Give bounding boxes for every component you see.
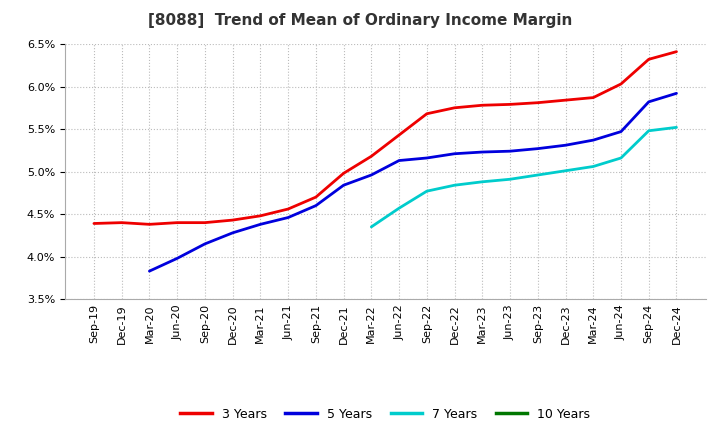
7 Years	[505, 176, 514, 182]
3 Years	[589, 95, 598, 100]
5 Years	[616, 129, 625, 134]
5 Years	[256, 222, 265, 227]
3 Years	[173, 220, 181, 225]
3 Years	[505, 102, 514, 107]
7 Years	[616, 155, 625, 161]
7 Years	[672, 125, 681, 130]
3 Years	[644, 57, 653, 62]
Line: 5 Years: 5 Years	[150, 93, 677, 271]
Line: 3 Years: 3 Years	[94, 51, 677, 224]
3 Years	[339, 171, 348, 176]
7 Years	[423, 188, 431, 194]
7 Years	[589, 164, 598, 169]
Line: 7 Years: 7 Years	[372, 127, 677, 227]
7 Years	[561, 168, 570, 173]
3 Years	[228, 217, 237, 223]
3 Years	[89, 221, 98, 226]
3 Years	[478, 103, 487, 108]
5 Years	[589, 137, 598, 143]
5 Years	[505, 149, 514, 154]
3 Years	[561, 98, 570, 103]
5 Years	[423, 155, 431, 161]
3 Years	[312, 194, 320, 200]
Text: [8088]  Trend of Mean of Ordinary Income Margin: [8088] Trend of Mean of Ordinary Income …	[148, 13, 572, 28]
5 Years	[672, 91, 681, 96]
7 Years	[478, 179, 487, 184]
3 Years	[201, 220, 210, 225]
5 Years	[201, 241, 210, 246]
5 Years	[284, 215, 292, 220]
5 Years	[395, 158, 403, 163]
7 Years	[534, 172, 542, 178]
3 Years	[256, 213, 265, 219]
7 Years	[395, 205, 403, 211]
3 Years	[367, 154, 376, 159]
3 Years	[117, 220, 126, 225]
5 Years	[534, 146, 542, 151]
3 Years	[145, 222, 154, 227]
5 Years	[173, 256, 181, 261]
3 Years	[534, 100, 542, 105]
Legend: 3 Years, 5 Years, 7 Years, 10 Years: 3 Years, 5 Years, 7 Years, 10 Years	[176, 403, 595, 425]
3 Years	[284, 206, 292, 212]
3 Years	[450, 105, 459, 110]
5 Years	[644, 99, 653, 104]
3 Years	[672, 49, 681, 54]
7 Years	[450, 183, 459, 188]
5 Years	[145, 268, 154, 274]
5 Years	[312, 203, 320, 208]
5 Years	[367, 172, 376, 178]
5 Years	[228, 230, 237, 235]
3 Years	[395, 132, 403, 138]
7 Years	[644, 128, 653, 133]
5 Years	[339, 183, 348, 188]
3 Years	[423, 111, 431, 117]
5 Years	[450, 151, 459, 156]
3 Years	[616, 81, 625, 87]
5 Years	[561, 143, 570, 148]
7 Years	[367, 224, 376, 230]
5 Years	[478, 150, 487, 155]
